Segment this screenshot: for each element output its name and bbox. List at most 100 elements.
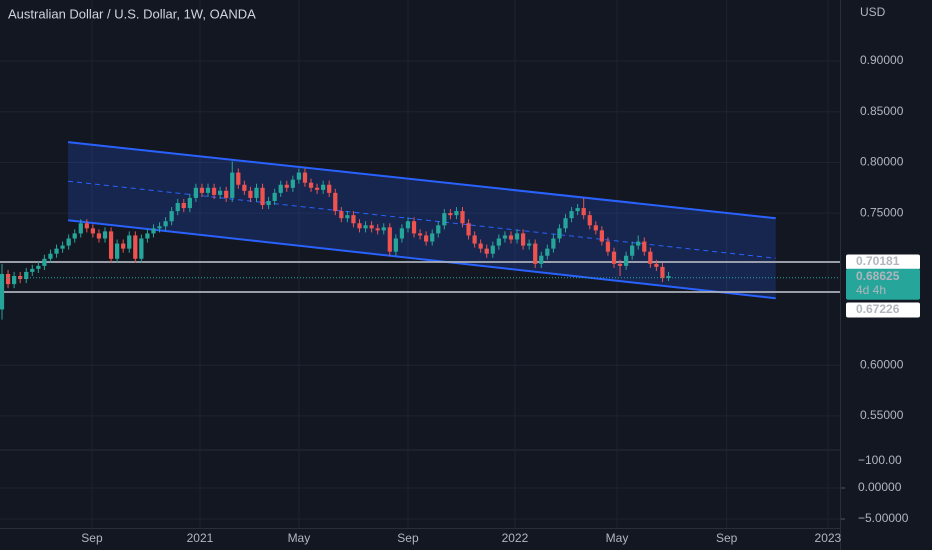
- candle-body: [211, 187, 217, 195]
- candle-body: [648, 251, 653, 264]
- candle-body: [660, 266, 665, 279]
- plot: [0, 141, 840, 320]
- candle-body: [611, 251, 617, 264]
- candle-body: [187, 197, 192, 209]
- candle-body: [90, 228, 96, 234]
- candle-body: [42, 258, 47, 266]
- candle-body: [636, 241, 641, 246]
- channel-fill: [68, 142, 776, 299]
- candle-body: [254, 187, 259, 198]
- candle-body: [508, 235, 514, 240]
- x-tick-label: 2021: [187, 531, 214, 545]
- candle-body: [36, 265, 41, 269]
- candle-body: [381, 227, 386, 231]
- candle-body: [399, 228, 405, 239]
- candle-body: [442, 213, 447, 226]
- candle-body: [424, 235, 429, 242]
- candle-body: [666, 276, 671, 279]
- candle-body: [563, 218, 568, 229]
- candle-body: [617, 263, 623, 266]
- candle-body: [181, 202, 186, 209]
- candle-body: [30, 268, 35, 272]
- candle-body: [127, 235, 132, 249]
- candle-body: [533, 243, 538, 264]
- overlay-label: −100.00: [858, 453, 902, 467]
- y-tick-label: 0.00000: [858, 480, 902, 494]
- candle-body: [230, 172, 235, 198]
- price-label-box: [846, 302, 920, 318]
- candle-body: [145, 233, 150, 239]
- candle-body: [520, 233, 526, 246]
- candle-body: [102, 231, 108, 239]
- candle-body: [623, 255, 629, 266]
- candle-body: [314, 187, 320, 190]
- candle-body: [599, 230, 604, 242]
- candle-body: [630, 245, 635, 256]
- candle-body: [448, 213, 453, 216]
- candle-body: [290, 179, 295, 188]
- candle-body: [321, 184, 326, 190]
- candle-body: [339, 211, 344, 219]
- y-tick-label: 0.80000: [860, 155, 904, 169]
- x-tick-label: Sep: [716, 531, 738, 545]
- x-tick-label: 2022: [502, 531, 529, 545]
- candle-body: [557, 228, 562, 239]
- candle-body: [133, 235, 138, 259]
- candle-body: [460, 211, 465, 224]
- x-tick-label: May: [606, 531, 629, 545]
- last-price-label: 0.68625: [856, 269, 900, 283]
- candle-body: [466, 223, 471, 236]
- candle-body: [375, 228, 380, 231]
- candle-body: [296, 172, 302, 180]
- channel-upper: [67, 141, 776, 220]
- candle-body: [642, 241, 647, 252]
- candle-body: [139, 238, 144, 259]
- candle-body: [363, 225, 368, 229]
- axes: 0.90000 0.85000 0.80000 0.75000 0.60000 0.550…: [81, 53, 920, 545]
- last-price-box: [846, 268, 920, 300]
- candle-body: [605, 241, 611, 252]
- price-label: 0.70181: [856, 254, 900, 268]
- candle-body: [115, 243, 120, 259]
- candle-body: [502, 235, 508, 239]
- candle-body: [78, 223, 83, 234]
- candle-body: [496, 238, 501, 246]
- price-label-box: [846, 254, 920, 270]
- candle-body: [151, 228, 156, 234]
- candle-body: [284, 184, 289, 188]
- candle-body: [327, 184, 332, 193]
- candle-body: [96, 233, 102, 239]
- candle-body: [369, 225, 374, 229]
- candle-body: [545, 248, 550, 256]
- grid: [0, 0, 840, 528]
- y-tick-label: 0.55000: [860, 408, 904, 422]
- candle-body: [333, 192, 338, 212]
- candle-body: [569, 211, 574, 219]
- candle-body: [454, 211, 459, 216]
- countdown-label: 4d 4h: [856, 283, 886, 297]
- candle-body: [224, 190, 229, 198]
- candle-body: [54, 248, 59, 254]
- currency-label: USD: [860, 5, 886, 19]
- candle-body: [405, 221, 411, 229]
- candle-body: [0, 273, 5, 310]
- candle-body: [260, 187, 265, 206]
- candle-body: [11, 276, 17, 285]
- candle-body: [72, 233, 77, 239]
- candle-body: [60, 245, 65, 249]
- candle-body: [417, 233, 423, 236]
- candle-body: [175, 202, 180, 212]
- candle-body: [108, 231, 114, 259]
- candle-body: [266, 200, 271, 206]
- candle-body: [18, 276, 23, 280]
- candle-body: [308, 182, 314, 188]
- candle-body: [357, 223, 362, 229]
- candle-body: [66, 238, 71, 246]
- candle-body: [575, 208, 580, 212]
- candle-body: [5, 273, 11, 285]
- candle-body: [272, 192, 277, 201]
- candle-body: [387, 227, 392, 252]
- candle-body: [527, 243, 532, 246]
- y-tick-label: 0.75000: [860, 205, 904, 219]
- price-label: 0.67226: [856, 302, 900, 316]
